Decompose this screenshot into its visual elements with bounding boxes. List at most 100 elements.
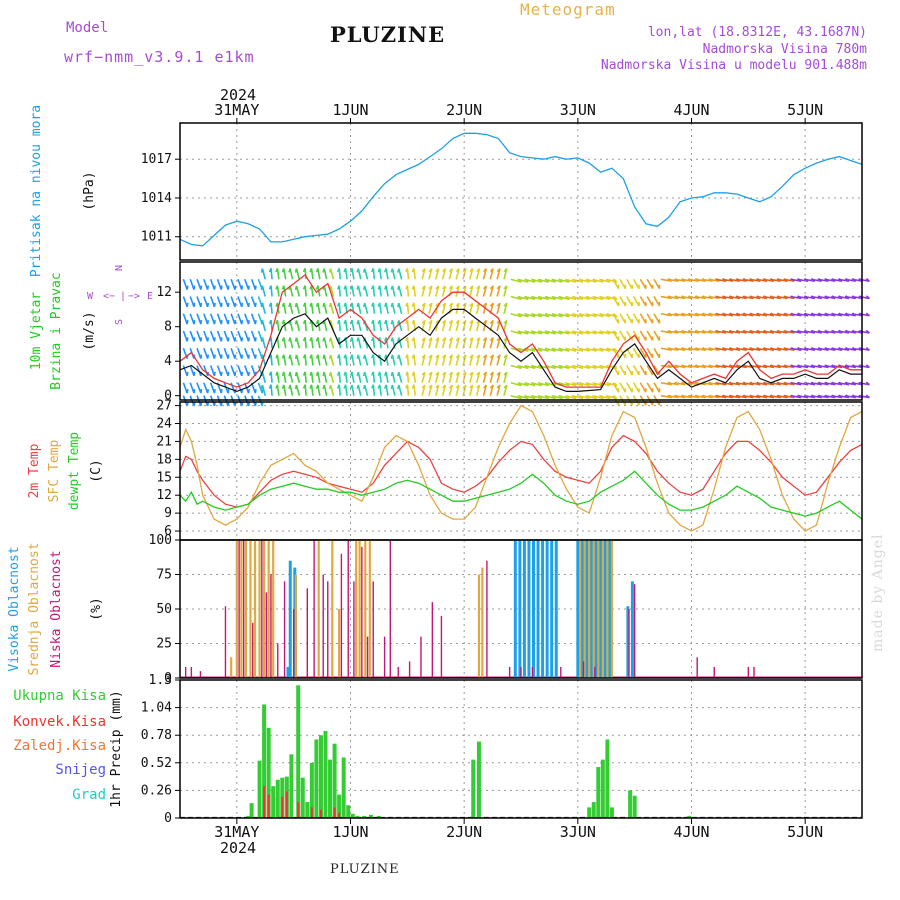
wind-arrow [475, 371, 481, 383]
wind-arrow-head [356, 337, 360, 342]
wind-arrow [742, 394, 754, 399]
wind-arrow [289, 337, 294, 349]
wind-arrow [831, 394, 843, 399]
wind-arrow [295, 302, 301, 314]
wind-arrow-head [260, 384, 264, 390]
wind-arrow [503, 384, 508, 396]
wind-arrow [372, 285, 376, 297]
cloud-bar [597, 540, 600, 678]
wind-arrow [455, 337, 460, 349]
wind-arrow [189, 330, 195, 342]
wind-arrow [544, 394, 556, 400]
wind-arrow-head [343, 302, 347, 307]
year-label-bottom: 2024 [220, 839, 256, 857]
wind-arrow-head [220, 337, 223, 342]
wind-arrow-head [405, 384, 409, 389]
wind-arrow-head [268, 319, 272, 325]
wind-arrow [667, 295, 679, 300]
wind-arrow [310, 302, 314, 314]
wind-arrow [851, 295, 863, 300]
cloud-bar [372, 581, 374, 678]
wind-arrow-head [362, 354, 366, 359]
wind-arrow [524, 295, 536, 301]
wind-arrow [803, 330, 816, 334]
wind-arrow [503, 268, 508, 280]
wind-arrow [831, 330, 843, 334]
cloud-bar [288, 560, 292, 678]
cloud-bar [630, 581, 634, 678]
wind-arrow [531, 381, 543, 387]
wind-arrow-head [405, 319, 409, 325]
wind-arrow [189, 278, 195, 290]
wind-arrow-head [421, 302, 426, 307]
wind-arrow-head [315, 285, 319, 290]
cloud-unit: (%) [89, 597, 104, 620]
wind-arrow [524, 330, 536, 335]
wind-arrow [276, 371, 280, 383]
wind-arrow [237, 330, 243, 342]
wind-arrow [742, 278, 754, 282]
wind-arrow [565, 347, 577, 352]
wind-arrow [317, 354, 321, 366]
wind-arrow-head [448, 319, 453, 324]
wind-arrow [496, 371, 501, 383]
wind-arrow [544, 330, 556, 335]
wind-arrow [551, 278, 563, 283]
cloud-bar [238, 540, 240, 678]
wind-arrow-head [489, 285, 494, 290]
wind-arrow-head [220, 320, 223, 325]
wind-arrow [475, 337, 481, 349]
wind-arrow [592, 312, 604, 318]
wind-arrow [722, 295, 734, 300]
wind-arrow-head [220, 389, 223, 394]
wind-arrow [632, 382, 640, 393]
wind-arrow [783, 330, 795, 334]
wind-arrow [428, 302, 433, 314]
precip-bar-convective [310, 807, 313, 818]
wind-arrow [406, 354, 410, 366]
wind-arrow-head [362, 371, 366, 377]
wind-arrow [851, 364, 863, 369]
wind-arrow [762, 295, 775, 300]
wind-arrow [551, 330, 563, 335]
wind-arrow-head [213, 285, 216, 290]
wind-arrow [385, 302, 389, 314]
wind-arrow [496, 268, 501, 280]
wind-arrow-head [482, 371, 487, 376]
wind-arrow [742, 295, 754, 300]
cloud-bar [244, 540, 248, 678]
wind-arrow [182, 330, 188, 342]
temp-line-dewpt-temp [179, 470, 863, 520]
wind-arrow [790, 394, 802, 399]
wind-arrow-head [349, 268, 353, 273]
wind-arrow-head [234, 371, 237, 376]
cloud-bar [265, 592, 268, 678]
wind-arrow-head [328, 268, 332, 273]
wind-arrow [455, 320, 460, 332]
wind-arrow [421, 285, 426, 297]
wind-arrow-head [349, 285, 353, 290]
wind-arrow [769, 364, 781, 369]
wind-arrow [510, 312, 522, 318]
wind-arrow [329, 285, 335, 297]
precip-bar-total [346, 805, 351, 818]
wind-arrow-head [496, 302, 501, 307]
wind-arrow-head [397, 384, 400, 390]
wind-arrow-head [193, 302, 196, 307]
wind-arrow-head [281, 285, 285, 290]
wind-arrow-head [405, 371, 409, 376]
wind-arrow-head [234, 285, 237, 290]
wind-arrow [323, 268, 328, 280]
precip-bar-total [328, 759, 333, 818]
wind-arrow [182, 365, 188, 377]
wind-arrow-head [613, 395, 618, 400]
wind-arrow [742, 347, 754, 351]
cloud-bar [747, 666, 750, 678]
wind-arrow [851, 330, 863, 334]
wind-arrow-head [384, 302, 387, 307]
wind-arrow [385, 371, 389, 383]
wind-arrow-head [390, 371, 394, 377]
wind-arrow [571, 347, 583, 352]
wind-arrow-head [476, 337, 481, 342]
wind-arrow [749, 381, 761, 386]
